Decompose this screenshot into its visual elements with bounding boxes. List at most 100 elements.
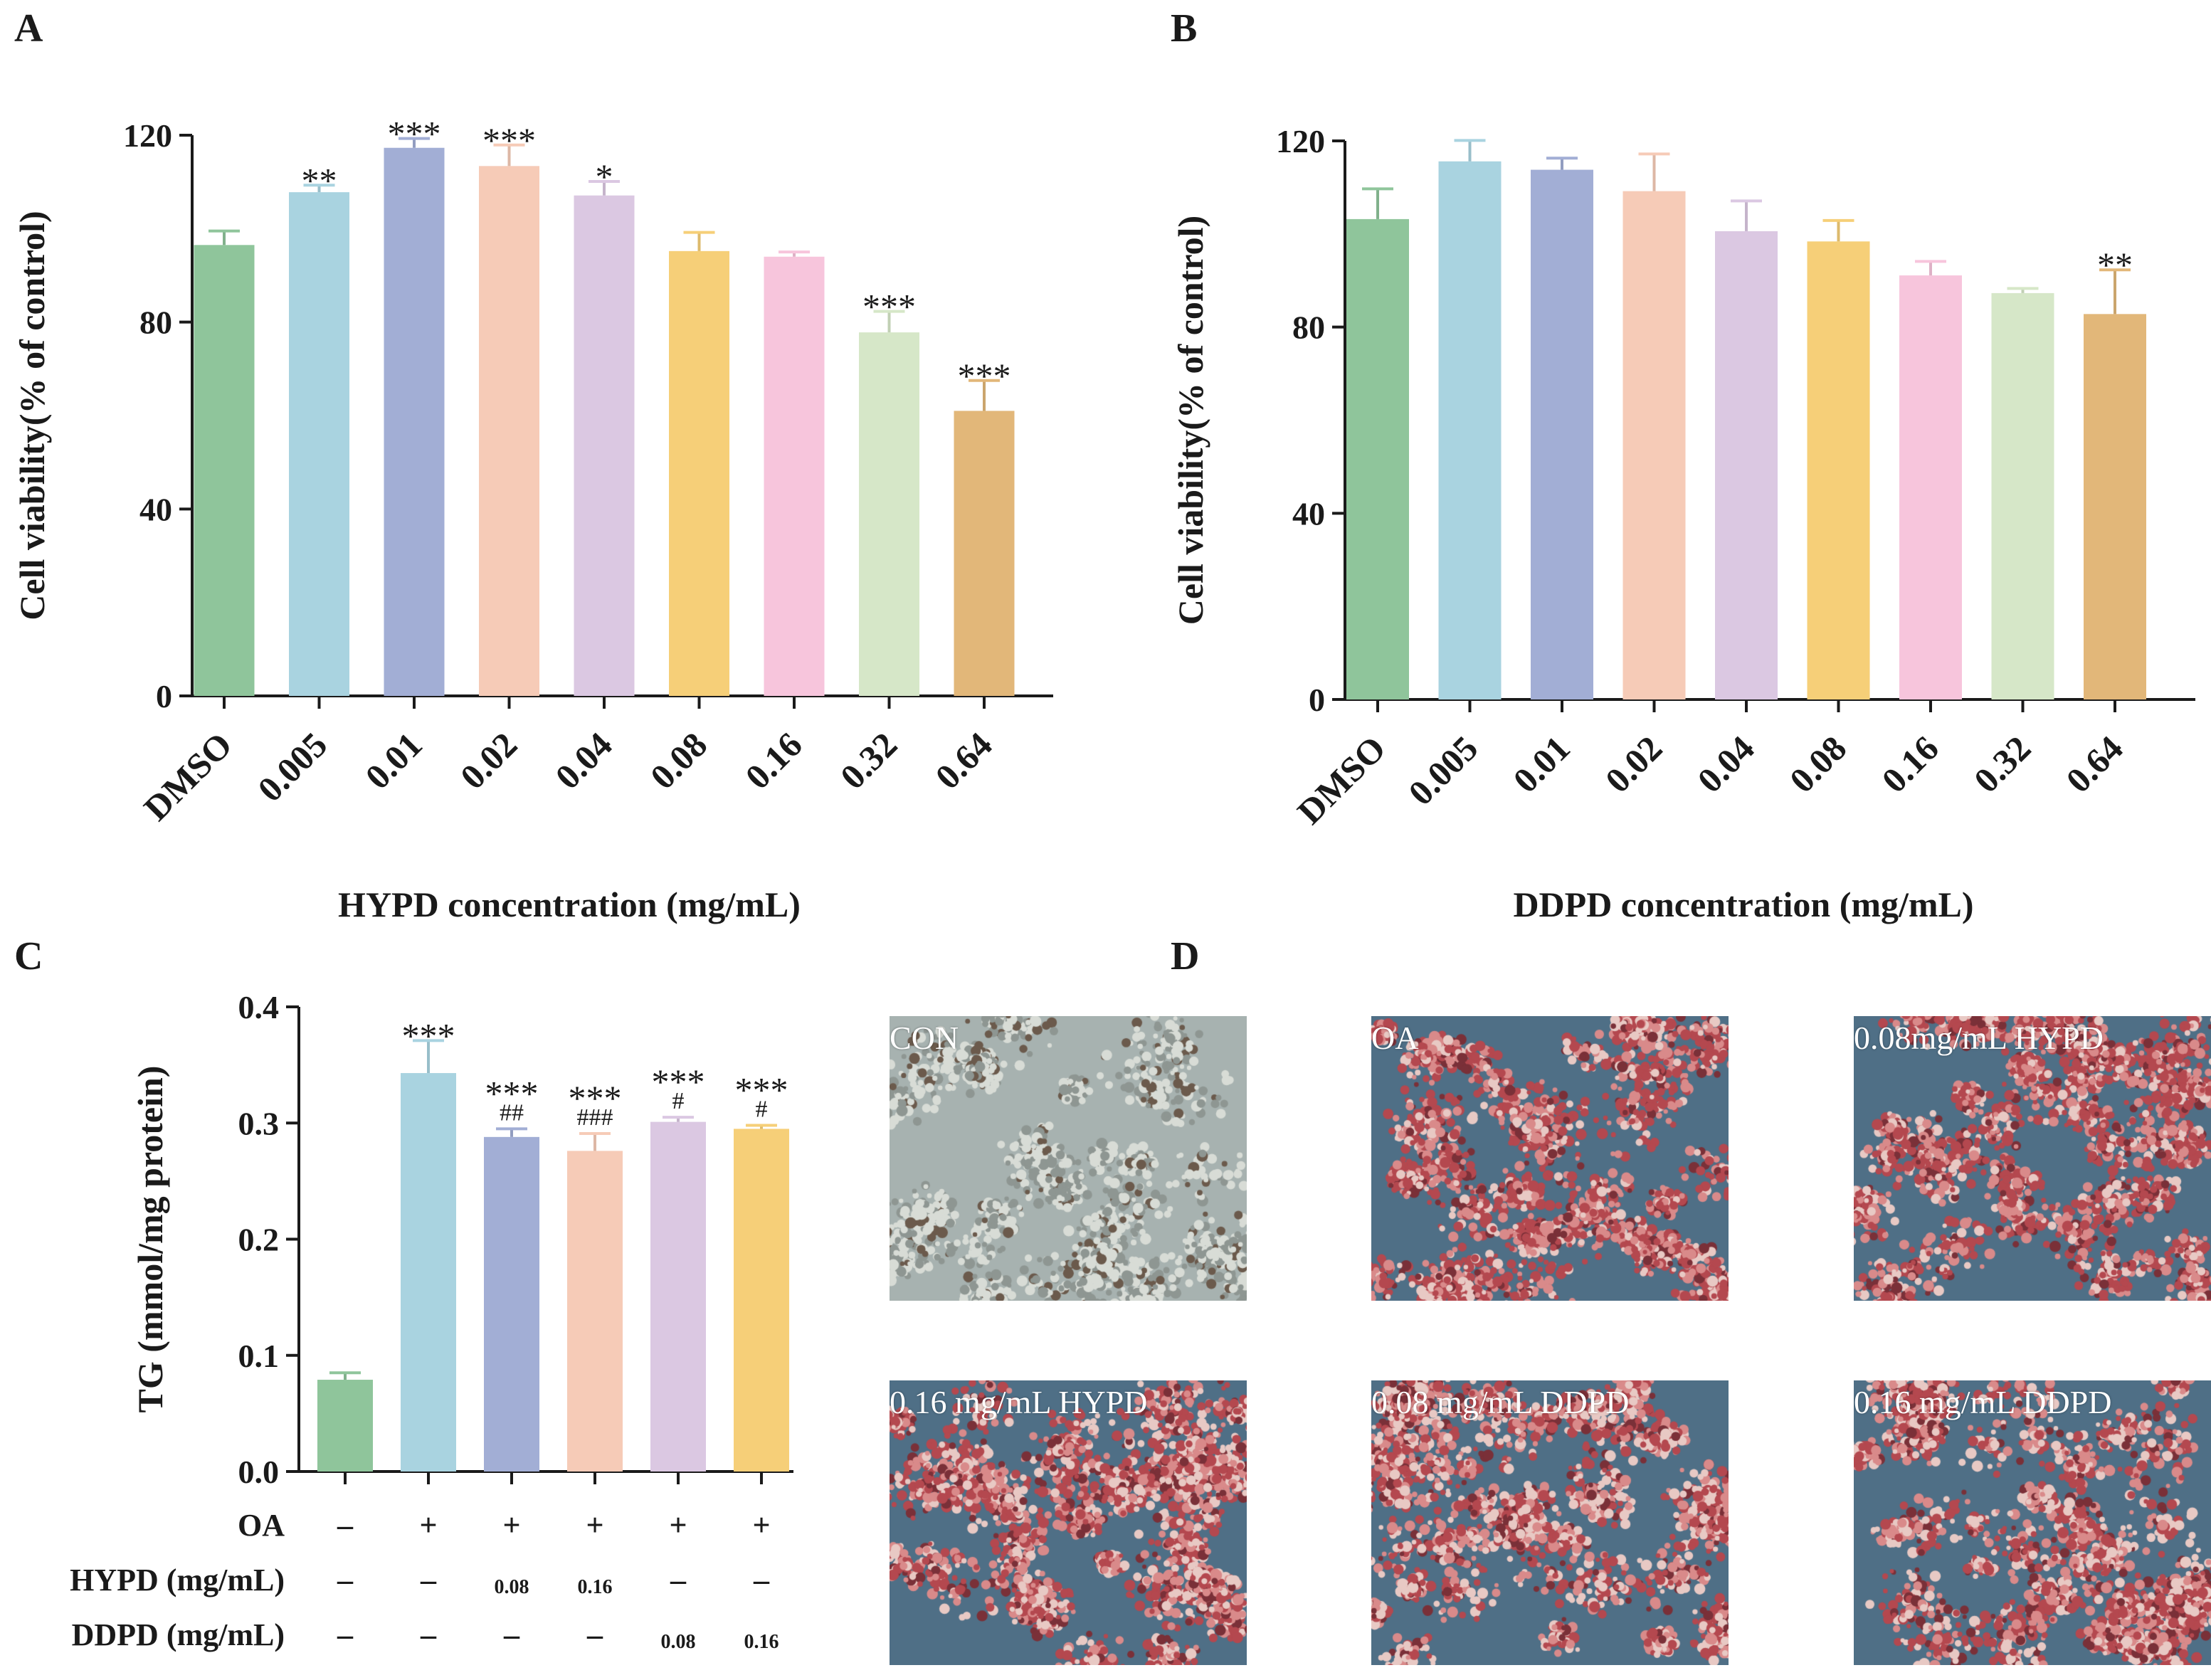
y-axis-label: TG (mmol/mg protein)	[130, 1066, 170, 1413]
micrograph: 0.08 mg/mL DDPD	[1371, 1380, 1729, 1665]
micrograph-label: CON	[890, 1020, 959, 1056]
treatment-cell: –	[337, 1508, 354, 1543]
x-tick-label: 0.16	[737, 724, 809, 796]
bar	[1622, 191, 1686, 699]
bar	[384, 147, 445, 697]
micrograph-canvas	[1371, 1016, 1729, 1301]
significance-mark: ***	[388, 114, 441, 154]
significance-hash: #	[672, 1088, 685, 1114]
micrograph-label: 0.08 mg/mL DDPD	[1371, 1384, 1630, 1420]
x-tick-label: 0.32	[833, 724, 904, 796]
panel-label-a: A	[14, 6, 43, 51]
bar	[1899, 275, 1962, 699]
significance-mark: **	[302, 160, 337, 200]
treatment-cell: +	[419, 1508, 437, 1543]
bar	[1531, 169, 1593, 699]
treatment-cell: 0.08	[495, 1576, 529, 1598]
bar	[1807, 241, 1870, 699]
treatment-cell: –	[503, 1617, 520, 1652]
x-tick-label: 0.01	[1505, 728, 1577, 800]
y-tick-label: 120	[123, 117, 172, 154]
micrograph-canvas	[890, 1016, 1247, 1301]
bar	[479, 166, 539, 697]
bar	[574, 195, 635, 697]
treatment-row-label: OA	[238, 1508, 285, 1543]
micrograph: 0.16 mg/mL HYPD	[890, 1380, 1247, 1665]
bar	[954, 411, 1015, 696]
bar	[1715, 231, 1778, 699]
x-tick-label: 0.32	[1966, 728, 2038, 800]
significance-hash: ###	[577, 1104, 613, 1131]
treatment-cell: –	[670, 1563, 687, 1597]
y-tick-label: 80	[139, 305, 172, 341]
x-tick-label: 0.08	[1782, 728, 1854, 800]
treatment-cell: 0.16	[578, 1576, 613, 1598]
y-axis-label: Cell viability(% of control)	[12, 211, 52, 620]
bar	[859, 332, 919, 696]
significance-mark: *	[596, 157, 613, 196]
significance-mark: ***	[482, 120, 536, 160]
treatment-cell: +	[586, 1508, 603, 1543]
micrograph-label: OA	[1371, 1020, 1419, 1056]
treatment-cell: –	[420, 1617, 437, 1652]
x-axis-label: DDPD concentration (mg/mL)	[1513, 884, 1973, 924]
x-tick-label: 0.01	[357, 724, 429, 796]
y-tick-label: 120	[1276, 123, 1325, 159]
y-tick-label: 80	[1292, 310, 1325, 346]
chart-c-triglyceride: 0.0 0.1 0.2 0.3 0.4 TG (mmol/mg protein) *** **…	[70, 989, 793, 1653]
significance-mark: ***	[652, 1062, 705, 1101]
micrograph-canvas	[1854, 1016, 2211, 1301]
y-tick-label: 40	[1292, 495, 1325, 532]
significance-mark: ***	[485, 1073, 539, 1113]
bar	[401, 1073, 456, 1472]
micrograph-label: 0.16 mg/mL HYPD	[890, 1384, 1148, 1420]
y-tick-label: 0	[156, 678, 172, 714]
x-tick-label: 0.64	[927, 724, 999, 796]
bar	[734, 1129, 789, 1472]
bar	[1346, 218, 1409, 699]
bar	[650, 1121, 706, 1472]
y-tick-label: 40	[139, 491, 172, 527]
x-tick-label: 0.04	[547, 724, 619, 796]
treatment-cell: –	[337, 1563, 354, 1597]
significance-mark: **	[2097, 245, 2133, 285]
significance-mark: ***	[402, 1015, 455, 1055]
x-tick-label: 0.08	[643, 724, 714, 796]
treatment-cell: –	[420, 1563, 437, 1597]
chart-b-cell-viability-ddpd: 0 40 80 120 Cell viability(% of control) DMSO…	[1171, 123, 2195, 924]
panel-label-c: C	[14, 934, 43, 978]
x-tick-label: 0.16	[1874, 728, 1946, 800]
bar	[764, 256, 825, 696]
panel-label-b: B	[1171, 6, 1197, 51]
x-tick-label: 0.02	[1598, 728, 1669, 800]
significance-mark: ***	[735, 1070, 788, 1110]
y-tick-label: 0	[1309, 682, 1325, 718]
y-tick-label: 0.4	[238, 989, 280, 1025]
micrograph: 0.16 mg/mL DDPD	[1854, 1380, 2211, 1665]
treatment-cell: +	[752, 1508, 770, 1543]
bar	[317, 1380, 373, 1472]
treatment-cell: –	[586, 1617, 603, 1652]
bar	[484, 1136, 539, 1472]
micrograph-canvas	[890, 1380, 1247, 1665]
x-tick-label: 0.005	[250, 724, 334, 809]
y-tick-label: 0.3	[238, 1105, 280, 1141]
x-tick-label: DMSO	[136, 724, 240, 828]
y-tick-label: 0.2	[238, 1222, 280, 1258]
treatment-cell: +	[502, 1508, 520, 1543]
micrograph: 0.08mg/mL HYPD	[1854, 1016, 2211, 1301]
bar	[669, 250, 729, 696]
x-tick-label: 0.005	[1400, 728, 1485, 813]
panel-label-d: D	[1171, 934, 1199, 978]
micrograph-label: 0.08mg/mL HYPD	[1854, 1020, 2104, 1056]
treatment-cell: –	[337, 1617, 354, 1652]
bar	[567, 1151, 623, 1472]
significance-mark: ***	[958, 356, 1011, 396]
micrograph-canvas	[1854, 1380, 2211, 1665]
treatment-cell: 0.08	[661, 1631, 696, 1653]
significance-mark: ***	[862, 287, 916, 327]
x-tick-label: 0.64	[2058, 728, 2130, 800]
bar	[1991, 292, 2054, 700]
bar	[1438, 161, 1502, 700]
